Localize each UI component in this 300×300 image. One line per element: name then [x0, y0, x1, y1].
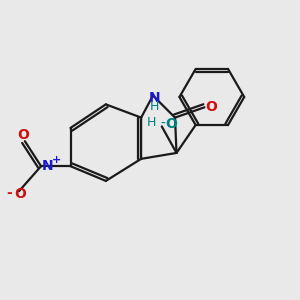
Text: O: O	[205, 100, 217, 114]
Text: O: O	[165, 117, 177, 131]
Text: +: +	[52, 155, 61, 165]
Text: O: O	[17, 128, 29, 142]
Text: -: -	[160, 116, 165, 130]
Text: H: H	[147, 116, 156, 129]
Text: H: H	[150, 100, 159, 113]
Text: N: N	[148, 92, 160, 106]
Text: N: N	[42, 159, 53, 172]
Text: O: O	[14, 187, 26, 201]
Text: -: -	[7, 186, 12, 200]
